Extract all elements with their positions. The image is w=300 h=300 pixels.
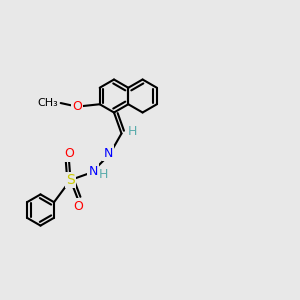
Text: H: H xyxy=(99,168,108,182)
Text: O: O xyxy=(64,147,74,161)
Text: S: S xyxy=(66,173,75,187)
Text: O: O xyxy=(72,100,82,113)
Text: O: O xyxy=(73,200,83,213)
Text: N: N xyxy=(88,164,98,178)
Text: N: N xyxy=(103,146,113,160)
Text: CH₃: CH₃ xyxy=(37,98,58,108)
Text: H: H xyxy=(127,124,137,138)
